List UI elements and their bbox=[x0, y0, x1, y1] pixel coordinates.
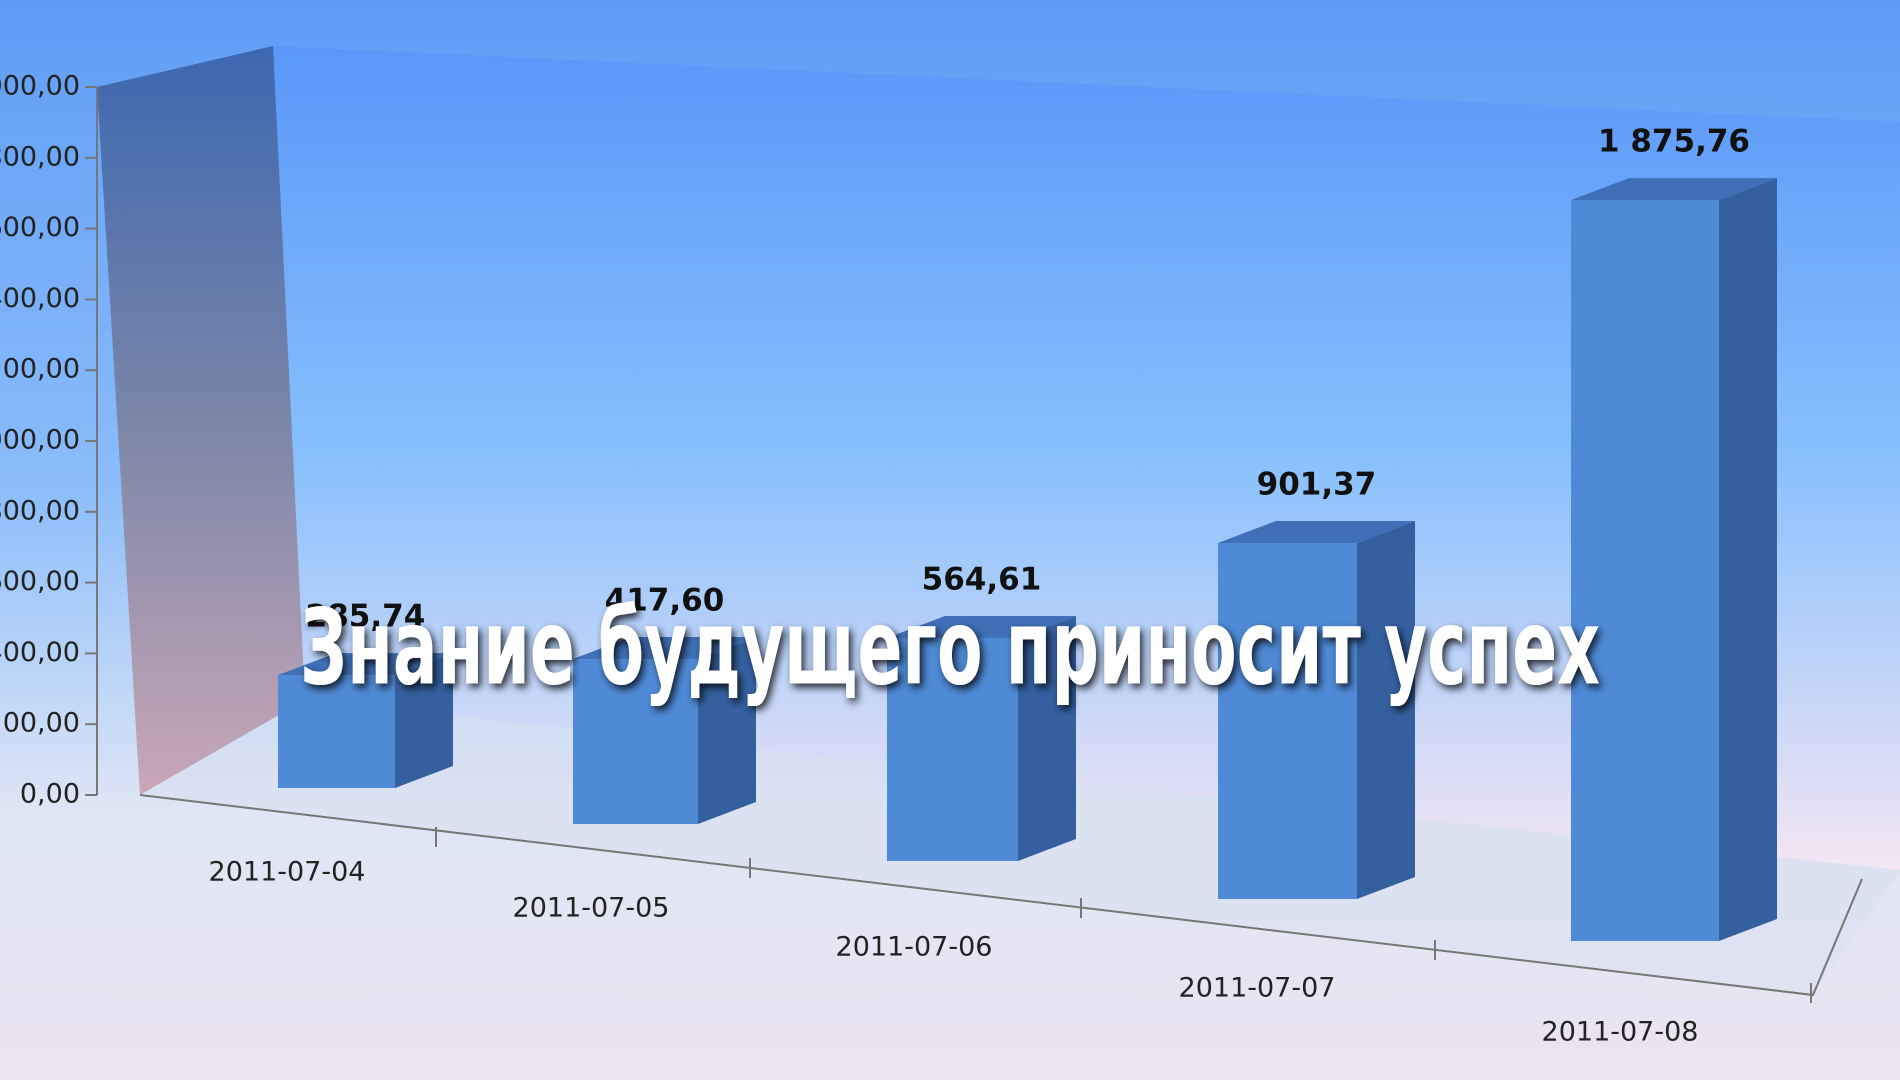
y-tick-label: 2 000,00 bbox=[0, 71, 80, 102]
x-tick-label: 2011-07-05 bbox=[513, 893, 670, 924]
y-tick-label: 800,00 bbox=[0, 495, 80, 526]
y-tick-label: 0,00 bbox=[20, 779, 80, 810]
x-tick-label: 2011-07-04 bbox=[209, 857, 366, 888]
value-label: 417,60 bbox=[605, 583, 725, 619]
value-label: 564,61 bbox=[922, 561, 1042, 597]
bar-side bbox=[1357, 520, 1415, 899]
bar bbox=[573, 659, 698, 824]
bar-top bbox=[278, 653, 453, 676]
bar-side bbox=[698, 637, 756, 824]
bar bbox=[1218, 542, 1357, 899]
bar-side bbox=[395, 653, 453, 788]
x-tick-label: 2011-07-06 bbox=[836, 932, 993, 963]
y-tick-label: 200,00 bbox=[0, 708, 80, 739]
value-label: 901,37 bbox=[1257, 466, 1377, 502]
value-label: 1 875,76 bbox=[1598, 124, 1750, 160]
y-tick-label: 600,00 bbox=[0, 566, 80, 597]
bar bbox=[278, 675, 395, 788]
bar bbox=[887, 637, 1018, 861]
y-tick-label: 1 200,00 bbox=[0, 354, 80, 385]
y-tick-label: 1 600,00 bbox=[0, 212, 80, 243]
side-wall bbox=[97, 46, 305, 795]
bar-side bbox=[1719, 178, 1777, 941]
y-tick-label: 1 400,00 bbox=[0, 283, 80, 314]
y-tick-label: 400,00 bbox=[0, 637, 80, 668]
bar-top bbox=[573, 637, 756, 660]
bar-top bbox=[1571, 178, 1777, 201]
overlay-title: Знание будущего приносит успех bbox=[300, 586, 1600, 708]
y-tick-label: 1 000,00 bbox=[0, 425, 80, 456]
x-axis bbox=[139, 794, 1863, 997]
y-tick-label: 1 800,00 bbox=[0, 141, 80, 172]
bar-side bbox=[1018, 615, 1076, 861]
bar-top bbox=[1218, 520, 1415, 543]
x-tick-label: 2011-07-08 bbox=[1542, 1017, 1699, 1048]
bar bbox=[1571, 200, 1719, 941]
x-tick-label: 2011-07-07 bbox=[1179, 973, 1336, 1004]
bar-top bbox=[887, 615, 1076, 638]
value-label: 285,74 bbox=[306, 599, 426, 635]
